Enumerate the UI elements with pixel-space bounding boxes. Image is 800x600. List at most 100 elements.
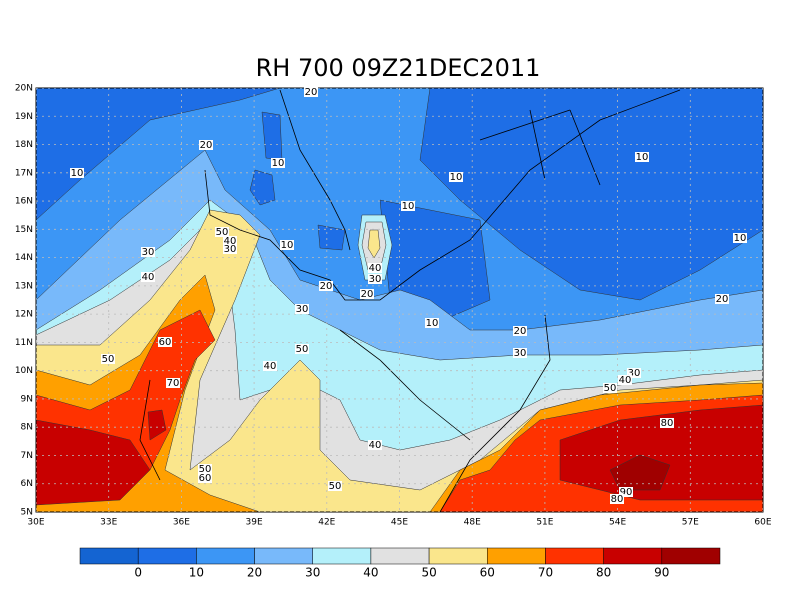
lat-tick-label: 7N xyxy=(21,451,33,461)
contour-label-bg xyxy=(199,140,213,150)
contour-label-bg xyxy=(328,481,342,491)
colorbar-label: 0 xyxy=(134,566,142,580)
contour-label: 40 xyxy=(619,375,632,386)
contour-label-bg xyxy=(603,383,617,393)
colorbar-label: 20 xyxy=(247,566,262,580)
contour-label: 10 xyxy=(272,158,285,169)
axis-labels: 20N 19N 18N 17N 16N 15N 14N 13N 12N 11N 10N 9N 8N 7N 6… xyxy=(15,84,772,528)
colorbar-swatch xyxy=(137,547,197,565)
contour-label-bg xyxy=(619,487,633,497)
coastline xyxy=(279,89,351,251)
lat-tick-label: 17N xyxy=(15,168,33,178)
contour-label: 20 xyxy=(514,326,527,337)
contour-label-bg xyxy=(295,344,309,354)
lon-tick-label: 60E xyxy=(754,518,771,528)
colorbar-swatch xyxy=(312,547,372,565)
contour-label-bg xyxy=(304,87,318,97)
rh-region xyxy=(249,169,276,206)
contour-label: 30 xyxy=(142,247,155,258)
colorbar-label: 60 xyxy=(480,566,495,580)
contour-label-bg xyxy=(368,440,382,450)
rh-region xyxy=(147,409,167,441)
contour-label-bg xyxy=(618,375,632,385)
contour-label: 50 xyxy=(199,464,212,475)
lat-tick-label: 19N xyxy=(15,112,33,122)
contour-label: 10 xyxy=(281,240,294,251)
contour-label-bg xyxy=(715,294,729,304)
lat-tick-label: 20N xyxy=(15,84,33,94)
contour-label: 50 xyxy=(329,481,342,492)
colorbar-swatch xyxy=(79,547,139,565)
colorbar-swatch xyxy=(254,547,313,565)
contour-label-bg xyxy=(198,473,212,483)
contour-label: 20 xyxy=(200,140,213,151)
lon-tick-label: 54E xyxy=(609,518,626,528)
contour-label: 80 xyxy=(661,418,674,429)
lat-tick-label: 9N xyxy=(21,394,33,404)
contour-label: 70 xyxy=(167,378,180,389)
contour-label: 10 xyxy=(402,201,415,212)
contour-label-bg xyxy=(425,318,439,328)
contour-label: 20 xyxy=(320,281,333,292)
contour-label-bg xyxy=(223,244,237,254)
contour-label: 50 xyxy=(102,354,115,365)
contour-label-bg xyxy=(733,233,747,243)
contour-label-bg xyxy=(141,247,155,257)
coastline xyxy=(439,314,551,512)
colorbar-label: 70 xyxy=(538,566,553,580)
lat-tick-label: 15N xyxy=(15,225,33,235)
lat-tick-label: 8N xyxy=(21,423,33,433)
contour-label-bg xyxy=(368,274,382,284)
graticule xyxy=(36,88,763,512)
rh-region xyxy=(559,404,763,501)
contour-label-bg xyxy=(401,201,415,211)
lat-tick-label: 14N xyxy=(15,253,33,263)
rh-region xyxy=(419,88,763,301)
map-title: RH 700 09Z21DEC2011 xyxy=(256,54,541,82)
lon-tick-label: 48E xyxy=(464,518,481,528)
lat-tick-label: 11N xyxy=(15,338,33,348)
contour-label: 10 xyxy=(71,168,84,179)
contour-label-bg xyxy=(263,361,277,371)
colorbar-label: 80 xyxy=(596,566,611,580)
rh-region xyxy=(609,454,671,491)
lat-tick-label: 13N xyxy=(15,281,33,291)
lat-tick-label: 6N xyxy=(21,479,33,489)
lat-tick-label: 18N xyxy=(15,140,33,150)
contour-label: 60 xyxy=(199,473,212,484)
rh-region xyxy=(317,224,346,251)
contour-label-bg xyxy=(513,348,527,358)
contour-label: 10 xyxy=(734,233,747,244)
contour-label: 50 xyxy=(296,344,309,355)
contour-label-bg xyxy=(449,172,463,182)
contour-label: 40 xyxy=(369,440,382,451)
lon-tick-label: 39E xyxy=(246,518,263,528)
contour-label: 10 xyxy=(450,172,463,183)
contour-label: 40 xyxy=(142,272,155,283)
contour-label: 50 xyxy=(604,383,617,394)
contour-label-bg xyxy=(271,158,285,168)
colorbar-swatch xyxy=(661,547,721,565)
contour-label-bg xyxy=(627,368,641,378)
contour-label-bg xyxy=(198,464,212,474)
colorbar-label: 30 xyxy=(305,566,320,580)
contour-label-bg xyxy=(223,236,237,246)
contour-label: 80 xyxy=(611,494,624,505)
colorbar-swatch xyxy=(487,547,546,565)
contour-label-bg xyxy=(635,152,649,162)
contour-label: 10 xyxy=(426,318,439,329)
contour-label: 50 xyxy=(216,227,229,238)
contour-label: 60 xyxy=(159,337,172,348)
contour-label: 40 xyxy=(369,263,382,274)
lon-tick-label: 33E xyxy=(100,518,117,528)
contour-label: 90 xyxy=(620,487,633,498)
contour-label-bg xyxy=(158,337,172,347)
colorbar-label: 40 xyxy=(363,566,378,580)
contour-label: 30 xyxy=(296,304,309,315)
colorbar-label: 90 xyxy=(654,566,669,580)
lon-tick-label: 57E xyxy=(682,518,699,528)
contour-label: 30 xyxy=(628,368,641,379)
contour-label-bg xyxy=(360,289,374,299)
